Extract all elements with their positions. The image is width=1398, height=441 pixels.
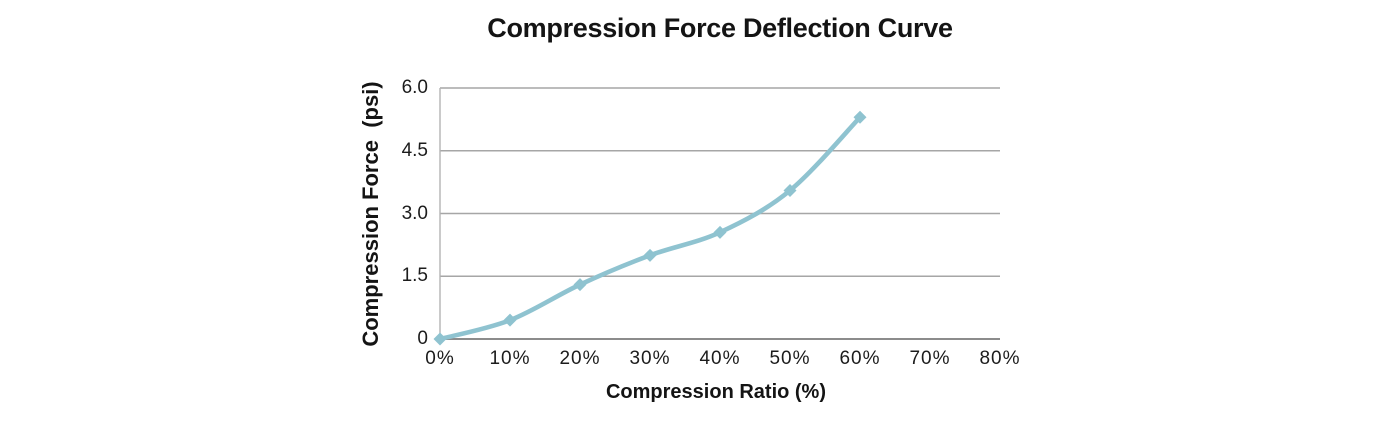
y-tick-label-1.5: 1.5	[401, 265, 428, 287]
data-point-marker-40pct	[713, 225, 727, 239]
data-point-marker-10pct	[503, 313, 517, 327]
x-axis-title: Compression Ratio (%)	[605, 381, 827, 403]
y-tick-label-6.0: 6.0	[401, 77, 428, 98]
chart-title: Compression Force Deflection Curve	[487, 13, 953, 43]
data-point-marker-0pct	[433, 332, 447, 346]
y-tick-label-4.5: 4.5	[401, 139, 428, 161]
x-tick-label-40%: 40%	[699, 348, 741, 369]
data-point-marker-20pct	[573, 278, 587, 292]
x-tick-label-20%: 20%	[559, 348, 601, 369]
data-point-marker-60pct	[853, 110, 867, 124]
data-point-marker-50pct	[783, 183, 797, 197]
x-tick-label-10%: 10%	[489, 348, 531, 369]
x-tick-label-60%: 60%	[839, 348, 881, 369]
x-tick-label-50%: 50%	[769, 348, 811, 369]
y-tick-label-3.0: 3.0	[401, 202, 428, 224]
y-tick-label-0: 0	[417, 328, 428, 349]
x-tick-label-80%: 80%	[979, 348, 1021, 369]
x-tick-label-70%: 70%	[909, 348, 951, 369]
data-point-marker-30pct	[643, 248, 657, 262]
x-tick-label-0%: 0%	[425, 348, 455, 369]
x-tick-label-30%: 30%	[629, 348, 671, 369]
